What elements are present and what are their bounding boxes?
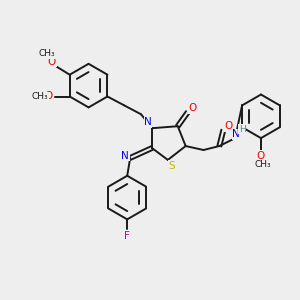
Text: F: F	[124, 231, 130, 241]
Text: O: O	[188, 103, 197, 113]
Text: S: S	[169, 161, 175, 171]
Text: N: N	[232, 129, 240, 139]
Text: O: O	[48, 57, 56, 67]
Text: H: H	[239, 125, 245, 134]
Text: CH₃: CH₃	[32, 92, 48, 101]
Text: CH₃: CH₃	[39, 50, 55, 58]
Text: CH₃: CH₃	[255, 160, 271, 169]
Text: O: O	[224, 121, 232, 131]
Text: O: O	[257, 151, 265, 161]
Text: N: N	[144, 117, 152, 127]
Text: N: N	[122, 151, 129, 161]
Text: O: O	[45, 91, 53, 100]
